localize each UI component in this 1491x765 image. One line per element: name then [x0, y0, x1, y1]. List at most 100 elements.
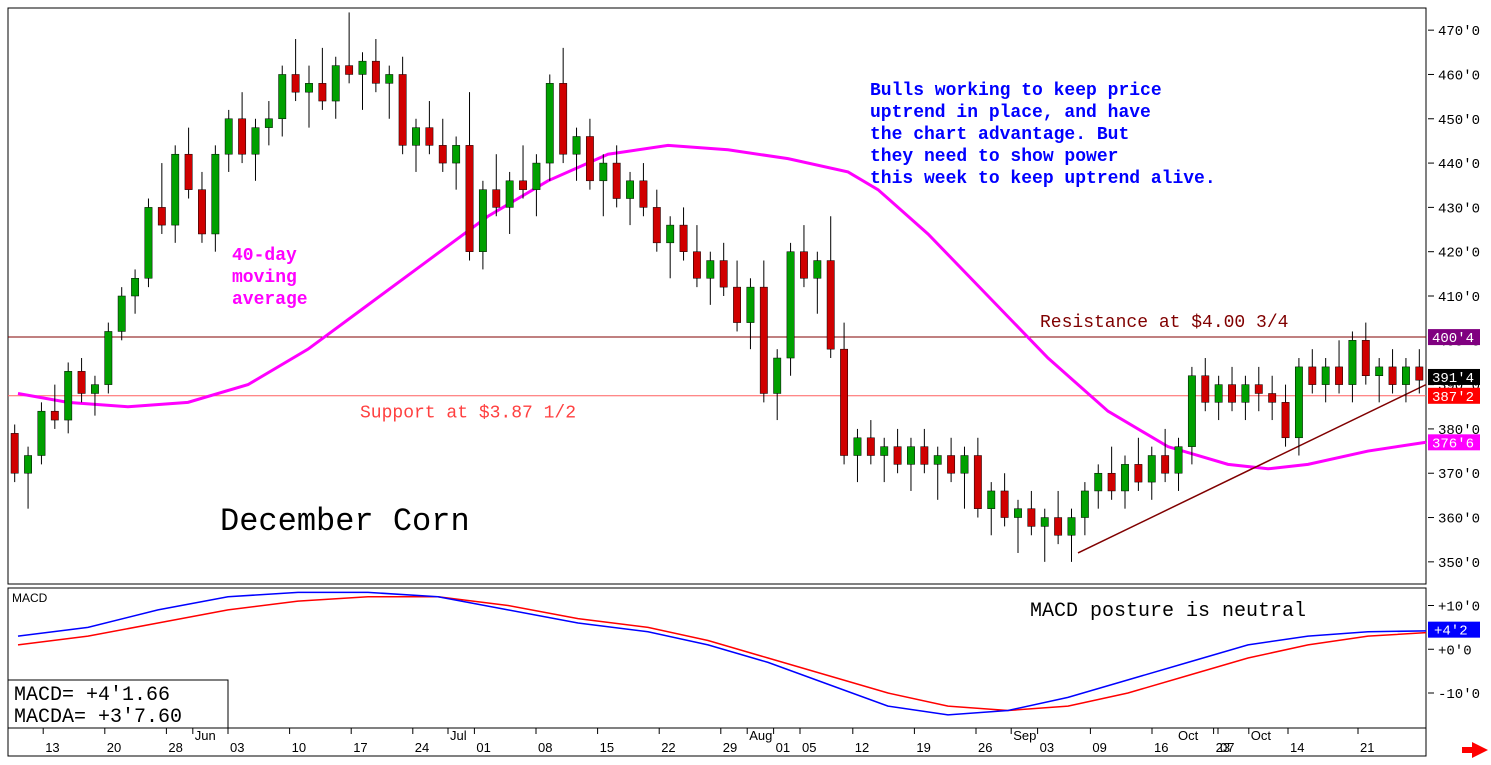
candle-body [1228, 385, 1235, 403]
time-label: 15 [600, 740, 614, 755]
candle-body [292, 74, 299, 92]
candle-body [800, 252, 807, 279]
candle-body [1242, 385, 1249, 403]
time-label: 22 [661, 740, 675, 755]
candle-body [947, 456, 954, 474]
candle-body [238, 119, 245, 154]
candle-body [359, 61, 366, 74]
candle-body [399, 74, 406, 145]
candle-body [840, 349, 847, 455]
time-label: 03 [230, 740, 244, 755]
macd-axis-label: -10'0 [1438, 687, 1480, 703]
ma-label: average [232, 290, 308, 310]
price-axis-label: 440'0 [1438, 157, 1480, 173]
candle-body [640, 181, 647, 208]
price-axis-label: 360'0 [1438, 512, 1480, 528]
candle-body [91, 385, 98, 394]
time-label: 01 [776, 740, 790, 755]
time-label: 16 [1154, 740, 1168, 755]
candle-body [1255, 385, 1262, 394]
price-chart[interactable]: 350'0360'0370'0380'0390'0400'0410'0420'0… [0, 0, 1491, 765]
candle-body [1068, 518, 1075, 536]
candle-body [386, 74, 393, 83]
candle-body [1121, 464, 1128, 491]
candle-body [65, 371, 72, 420]
candle-body [1014, 509, 1021, 518]
candle-body [988, 491, 995, 509]
price-axis-label: 470'0 [1438, 24, 1480, 40]
candle-body [774, 358, 781, 393]
time-label: 13 [45, 740, 59, 755]
resistance-label: Resistance at $4.00 3/4 [1040, 313, 1288, 333]
candle-body [1188, 376, 1195, 447]
candle-body [24, 456, 31, 474]
time-label: 01 [476, 740, 490, 755]
candle-body [854, 438, 861, 456]
price-axis-label: 370'0 [1438, 467, 1480, 483]
candle-body [1148, 456, 1155, 483]
candle-body [1108, 473, 1115, 491]
commentary-text: the chart advantage. But [870, 125, 1129, 145]
candle-body [1095, 473, 1102, 491]
chart-title: December Corn [220, 503, 470, 540]
candle-body [305, 83, 312, 92]
candle-body [733, 287, 740, 322]
time-label: 24 [415, 740, 429, 755]
candle-body [827, 261, 834, 350]
candle-body [172, 154, 179, 225]
time-label: 03 [1040, 740, 1054, 755]
candle-body [332, 66, 339, 101]
time-label: 07 [1220, 740, 1234, 755]
time-label: 09 [1092, 740, 1106, 755]
time-label: Jul [450, 728, 467, 743]
commentary-text: this week to keep uptrend alive. [870, 169, 1216, 189]
time-label: 10 [292, 740, 306, 755]
candle-body [493, 190, 500, 208]
candle-body [1402, 367, 1409, 385]
time-label: Sep [1013, 728, 1036, 743]
time-label: 28 [168, 740, 182, 755]
price-axis-label: 420'0 [1438, 246, 1480, 262]
candle-body [546, 83, 553, 163]
candle-body [426, 128, 433, 146]
candle-body [1362, 340, 1369, 375]
price-axis-label: 450'0 [1438, 113, 1480, 129]
price-axis-label: 460'0 [1438, 68, 1480, 84]
macd-info-line: MACD= +4'1.66 [14, 684, 170, 707]
price-flag-label: 387'2 [1432, 390, 1474, 406]
candle-body [412, 128, 419, 146]
candle-body [479, 190, 486, 252]
candle-body [667, 225, 674, 243]
time-label: Jun [195, 728, 216, 743]
candle-body [693, 252, 700, 279]
candle-body [105, 331, 112, 384]
macd-annotation: MACD posture is neutral [1030, 600, 1306, 623]
candle-body [1001, 491, 1008, 518]
candle-body [1054, 518, 1061, 536]
scroll-right-arrow-icon[interactable] [1462, 742, 1488, 758]
time-label: 29 [723, 740, 737, 755]
main-panel-border [8, 8, 1426, 584]
candle-body [1268, 393, 1275, 402]
candle-body [1081, 491, 1088, 518]
ma-label: 40-day [232, 246, 297, 266]
price-flag-label: 400'4 [1432, 331, 1474, 347]
candle-body [11, 433, 18, 473]
time-label: 19 [916, 740, 930, 755]
macd-title: MACD [12, 591, 48, 605]
price-axis-label: 430'0 [1438, 201, 1480, 217]
candle-body [131, 278, 138, 296]
support-label: Support at $3.87 1/2 [360, 404, 576, 424]
time-label: 12 [855, 740, 869, 755]
macd-axis-label: +0'0 [1438, 643, 1472, 659]
candle-body [814, 261, 821, 279]
candle-body [961, 456, 968, 474]
candle-body [747, 287, 754, 322]
candle-body [51, 411, 58, 420]
candle-body [78, 371, 85, 393]
macd-info-line: MACDA= +3'7.60 [14, 706, 182, 729]
time-label: 17 [353, 740, 367, 755]
candle-body [1215, 385, 1222, 403]
price-axis-label: 410'0 [1438, 290, 1480, 306]
candle-body [506, 181, 513, 208]
